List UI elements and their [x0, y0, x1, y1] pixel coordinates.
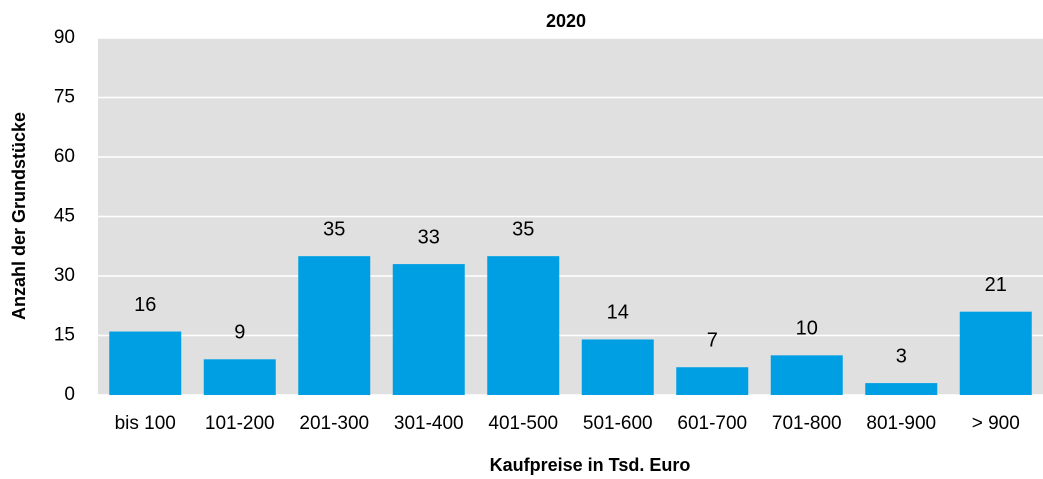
- bar: [865, 383, 938, 395]
- y-tick-label: 45: [54, 206, 75, 227]
- bar: [392, 264, 465, 395]
- x-tick-label: 501-600: [583, 413, 653, 434]
- y-axis-label: Anzahl der Grundstücke: [9, 112, 29, 320]
- value-label: 14: [607, 302, 629, 324]
- x-axis-label: Kaufpreise in Tsd. Euro: [490, 455, 691, 475]
- value-label: 35: [323, 218, 345, 240]
- x-tick-label: > 900: [972, 413, 1020, 434]
- bar: [676, 367, 749, 395]
- x-tick-label: 401-500: [488, 413, 558, 434]
- value-label: 10: [796, 318, 818, 340]
- bar: [959, 311, 1032, 395]
- chart-title: 2020: [546, 11, 586, 31]
- value-label: 7: [707, 330, 718, 352]
- x-tick-label: 701-800: [772, 413, 842, 434]
- y-tick-label: 75: [54, 87, 75, 108]
- value-label: 16: [134, 294, 156, 316]
- value-label: 21: [985, 274, 1007, 296]
- value-label: 9: [234, 322, 245, 344]
- bar: [770, 355, 843, 395]
- y-tick-label: 30: [54, 265, 75, 286]
- value-label: 3: [896, 345, 907, 367]
- value-label: 33: [418, 226, 440, 248]
- x-tick-label: 601-700: [677, 413, 747, 434]
- bar: [109, 331, 182, 395]
- value-label: 35: [512, 218, 534, 240]
- y-tick-label: 60: [54, 146, 75, 167]
- y-tick-label: 90: [54, 27, 75, 48]
- x-tick-label: bis 100: [115, 413, 176, 434]
- x-tick-label: 301-400: [394, 413, 464, 434]
- bar: [203, 359, 276, 395]
- bar: [298, 256, 371, 395]
- x-tick-label: 101-200: [205, 413, 275, 434]
- x-tick-label: 201-300: [299, 413, 369, 434]
- y-tick-label: 15: [54, 325, 75, 346]
- y-tick-label: 0: [64, 384, 75, 405]
- x-tick-label: 801-900: [866, 413, 936, 434]
- bar: [581, 339, 654, 395]
- bar: [487, 256, 560, 395]
